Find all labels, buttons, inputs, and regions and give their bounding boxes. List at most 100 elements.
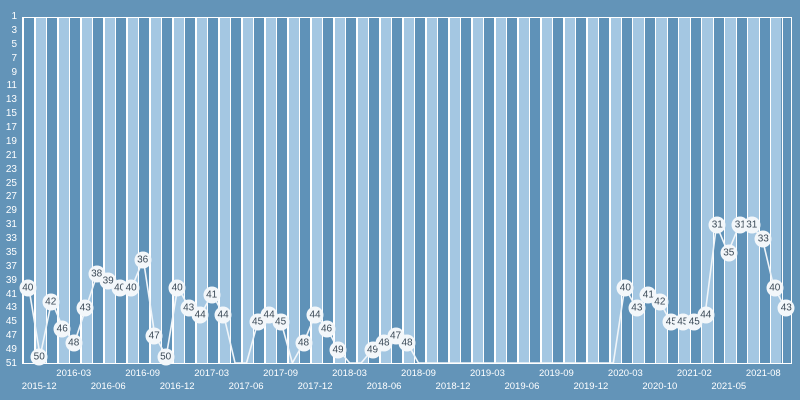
grid-line	[310, 18, 312, 363]
grid-line	[149, 18, 151, 363]
y-tick-label: 37	[5, 260, 17, 272]
background-stripe	[390, 18, 403, 363]
grid-line	[494, 18, 496, 363]
grid-line	[701, 18, 703, 363]
background-stripe	[402, 18, 414, 363]
grid-line	[344, 18, 347, 363]
y-tick-label: 35	[5, 246, 17, 258]
x-tick-label: 2015-12	[21, 381, 57, 392]
data-point-label: 40	[19, 279, 37, 297]
background-stripe	[666, 18, 679, 363]
y-tick-label: 45	[5, 316, 17, 328]
grid-line	[23, 18, 25, 363]
background-stripe	[574, 18, 587, 363]
grid-line	[678, 18, 680, 363]
grid-line	[103, 18, 105, 363]
background-stripe	[206, 18, 219, 363]
background-stripe	[80, 18, 92, 363]
y-tick-label: 15	[5, 108, 17, 120]
data-point-label: 50	[157, 348, 175, 366]
data-point-label: 43	[76, 299, 94, 317]
grid-line	[597, 18, 600, 363]
grid-line	[471, 18, 473, 363]
data-point-label: 48	[398, 334, 416, 352]
grid-line	[712, 18, 714, 363]
x-axis-tick-labels: 2015-12 2016-03 2016-06 2016-09 2016-12 2017-…	[0, 364, 800, 400]
grid-line	[91, 18, 94, 363]
x-tick-label: 2016-12	[159, 381, 195, 392]
data-point-label: 40	[766, 279, 784, 297]
data-point-label: 41	[203, 286, 221, 304]
background-stripe	[379, 18, 391, 363]
x-tick-label: 2020-10	[642, 381, 678, 392]
data-point-label: 44	[306, 306, 324, 324]
background-stripe	[494, 18, 506, 363]
grid-line	[57, 18, 59, 363]
background-stripe	[471, 18, 483, 363]
y-tick-label: 33	[5, 233, 17, 245]
background-stripe	[505, 18, 518, 363]
x-tick-label: 2018-09	[401, 368, 436, 379]
grid-line	[563, 18, 565, 363]
background-stripe	[551, 18, 564, 363]
background-stripe	[333, 18, 345, 363]
background-stripe	[172, 18, 184, 363]
grid-line	[747, 18, 749, 363]
grid-line	[275, 18, 278, 363]
x-tick-label: 2018-12	[435, 381, 471, 392]
background-stripe	[137, 18, 150, 363]
x-tick-label: 2017-06	[228, 381, 264, 392]
grid-line	[241, 18, 243, 363]
data-point-label: 31	[708, 216, 726, 234]
background-stripe	[298, 18, 311, 363]
background-stripe	[609, 18, 621, 363]
grid-line	[620, 18, 622, 363]
grid-line	[321, 18, 324, 363]
background-stripe	[57, 18, 69, 363]
y-tick-label: 13	[5, 94, 17, 106]
grid-line	[517, 18, 519, 363]
x-tick-label: 2017-03	[194, 368, 230, 379]
background-stripe	[747, 18, 759, 363]
grid-line	[735, 18, 737, 363]
x-tick-label: 2016-03	[56, 368, 92, 379]
grid-line	[689, 18, 691, 363]
data-point-label: 46	[318, 320, 336, 338]
x-tick-label: 2018-06	[366, 381, 402, 392]
grid-line	[137, 18, 140, 363]
background-stripe	[563, 18, 575, 363]
data-point-label: 48	[65, 334, 83, 352]
y-tick-label: 39	[5, 274, 17, 286]
grid-line	[505, 18, 508, 363]
grid-line	[126, 18, 128, 363]
y-tick-label: 17	[5, 122, 17, 134]
y-tick-label: 3	[11, 24, 17, 36]
grid-line	[436, 18, 439, 363]
background-stripe	[310, 18, 322, 363]
background-stripe	[68, 18, 81, 363]
data-point-label: 48	[295, 334, 313, 352]
background-stripe	[701, 18, 713, 363]
background-stripe	[689, 18, 702, 363]
x-tick-label: 2016-09	[125, 368, 161, 379]
series-line-layer	[27, 224, 787, 363]
background-stripe	[103, 18, 115, 363]
background-stripe	[287, 18, 299, 363]
data-point-label: 42	[651, 293, 669, 311]
y-tick-label: 31	[5, 219, 17, 231]
data-point-label: 35	[720, 244, 738, 262]
grid-line	[551, 18, 554, 363]
grid-line	[574, 18, 577, 363]
data-point-label: 40	[616, 279, 634, 297]
grid-line	[287, 18, 289, 363]
grid-line	[252, 18, 255, 363]
background-stripe	[597, 18, 610, 363]
y-tick-label: 9	[11, 66, 17, 78]
grid-line	[781, 18, 783, 363]
y-tick-label: 1	[11, 11, 17, 22]
background-stripe	[448, 18, 460, 363]
background-stripe	[34, 18, 46, 363]
grid-line	[229, 18, 232, 363]
background-stripe	[586, 18, 598, 363]
background-stripe	[149, 18, 161, 363]
